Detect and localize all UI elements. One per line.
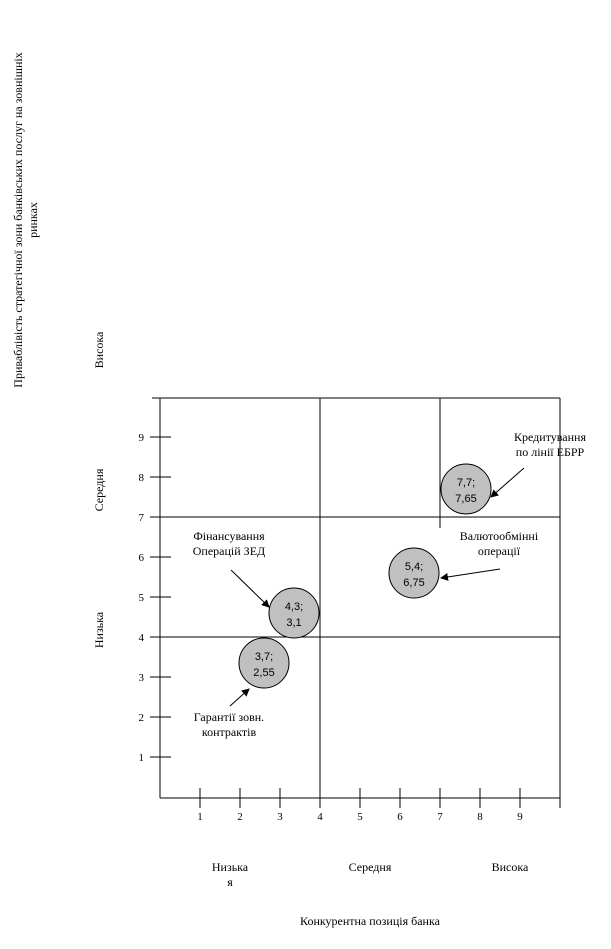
y-band-1: Низька [92, 611, 106, 648]
bubble-label-1-line-1: 7,7; [457, 477, 475, 489]
x-tick-label-1: 1 [197, 811, 203, 823]
y-tick-label-6: 6 [139, 552, 145, 564]
bubble-1 [440, 463, 492, 515]
x-band-1-line-1: Низька [212, 860, 249, 874]
y-tick-label-7: 7 [139, 512, 145, 524]
annotation-4-line-2: контрактів [202, 725, 257, 739]
x-band-1-line-2: я [227, 875, 233, 889]
annotation-arrow-2 [440, 568, 501, 581]
x-tick-label-4: 4 [317, 811, 323, 823]
x-tick-label-5: 5 [357, 811, 363, 823]
x-band-2-line-1: Середня [349, 860, 392, 874]
annotation-arrow-4 [229, 688, 250, 707]
annotation-4-line-1: Гарантії зовн. [194, 710, 264, 724]
x-tick-label-2: 2 [237, 811, 243, 823]
bubble-label-3-line-1: 4,3; [285, 601, 303, 613]
tick-group: 1 2 3 4 5 6 7 8 9 1 2 3 4 5 6 7 8 9 [139, 432, 524, 823]
bubble-group: 7,7; 7,65 5,4; 6,75 4,3; 3,1 3,7; 2,55 [238, 463, 492, 689]
bubble-label-3-line-2: 3,1 [286, 617, 301, 629]
bubble-label-4-line-2: 2,55 [253, 667, 274, 679]
bubble-3 [268, 587, 320, 639]
bubble-label-1-line-2: 7,65 [455, 493, 476, 505]
annotation-3-line-1: Фінансування [193, 529, 265, 543]
x-tick-label-9: 9 [517, 811, 523, 823]
annotation-3-line-2: Операцій ЗЕД [193, 544, 265, 558]
x-tick-label-8: 8 [477, 811, 483, 823]
bubble-label-4-line-1: 3,7; [255, 651, 273, 663]
x-band-3-line-1: Висока [492, 860, 529, 874]
annotation-1-line-1: Кредитування [514, 430, 586, 444]
y-axis-title-line-2: ринках [26, 202, 40, 238]
y-tick-label-2: 2 [139, 712, 145, 724]
y-tick-label-9: 9 [139, 432, 145, 444]
bubble-2 [388, 547, 440, 599]
annotation-2-line-2: операції [478, 544, 521, 558]
y-band-3: Висока [92, 331, 106, 368]
x-tick-label-3: 3 [277, 811, 283, 823]
annotation-1-line-2: по лінії ЕБРР [516, 445, 585, 459]
annotation-2-line-1: Валютообмінні [460, 529, 539, 543]
bubble-label-2-line-2: 6,75 [403, 577, 424, 589]
bubble-label-2-line-1: 5,4; [405, 561, 423, 573]
y-tick-label-8: 8 [139, 472, 145, 484]
x-axis-title: Конкурентна позиція банка [300, 914, 441, 928]
annotation-arrow-1 [490, 467, 525, 498]
y-tick-label-3: 3 [139, 672, 145, 684]
y-tick-label-4: 4 [139, 632, 145, 644]
y-tick-label-1: 1 [139, 752, 145, 764]
y-tick-label-5: 5 [139, 592, 145, 604]
y-axis-title-line-1: Приваблівість стратегічної зони банківсь… [11, 52, 25, 387]
bubble-4 [238, 637, 290, 689]
x-tick-label-6: 6 [397, 811, 403, 823]
plot-frame [152, 397, 561, 808]
x-tick-label-7: 7 [437, 811, 443, 823]
annotation-arrow-3 [230, 569, 270, 608]
axis-labels: Конкурентна позиція банка Приваблівість с… [11, 52, 441, 928]
y-band-2: Середня [92, 468, 106, 511]
